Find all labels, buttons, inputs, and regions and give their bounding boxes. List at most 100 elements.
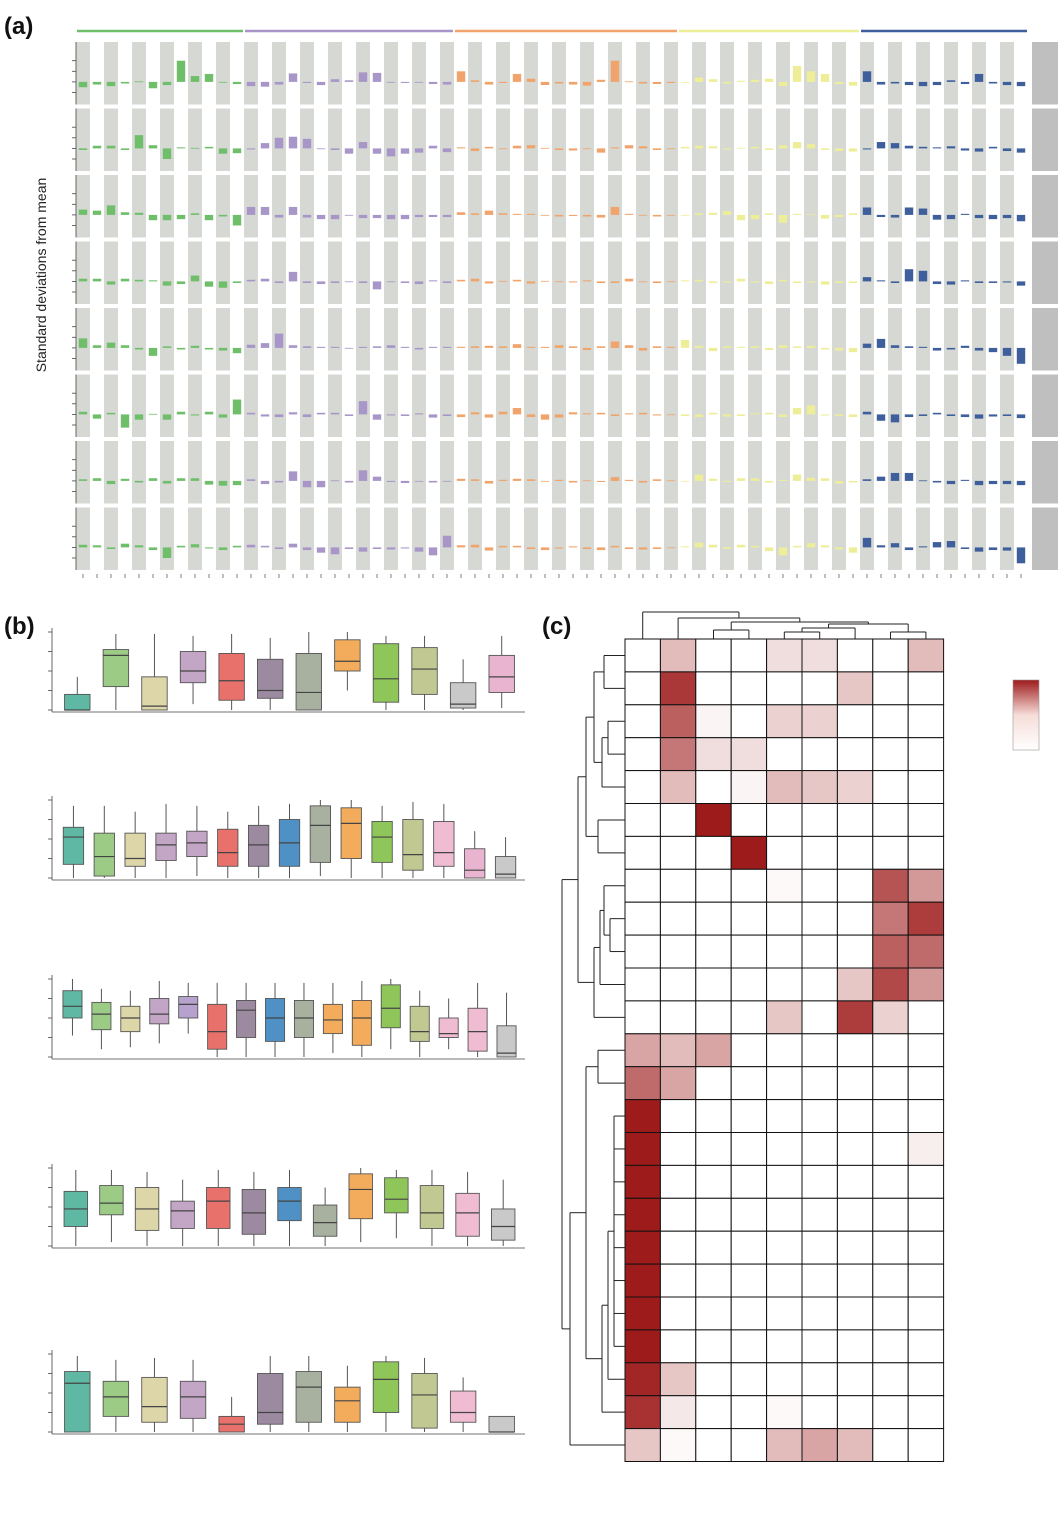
bar-BIP-TL-EX-1 <box>876 280 886 282</box>
bar-SCZ-FL-EX-1 <box>92 478 102 481</box>
facet-band <box>524 507 538 570</box>
facet-band <box>944 175 958 238</box>
facet-band <box>636 308 650 371</box>
facet-band <box>972 175 986 238</box>
facet-band <box>1000 108 1014 171</box>
bar-SCZ-FL-IN <box>134 480 144 483</box>
bar-SCZ-OL-MG <box>596 480 606 482</box>
bar-ANO-TL-IN-2 <box>946 146 956 149</box>
facet-band <box>776 507 790 570</box>
heat-cell-ELOVL1-HT-OLG-2 <box>695 737 732 772</box>
bar-MDD-TL-END <box>1016 347 1026 364</box>
bar-BIP-TL-END <box>1016 281 1026 286</box>
bar-BIP-HT-OPC-2 <box>400 281 410 283</box>
bar-MDD-OL-IN-2 <box>554 345 564 348</box>
bar-SCZ-HT-END-1 <box>414 480 424 482</box>
heat-cell-ST3GAL3-HT-OLG-1 <box>730 1362 768 1397</box>
box-HT-OPC-2 <box>402 819 424 871</box>
heat-cell-MPL-OL-OLG <box>836 803 874 837</box>
bar-ADHD-HT-IN-2 <box>316 81 326 86</box>
heat-cell-ST3GAL3-PL-OLG-2 <box>801 1362 838 1397</box>
heat-cell-SLC43A1-PL-OLG-1 <box>766 967 803 1002</box>
bar-SCZ-FL-MG-1 <box>148 478 158 481</box>
bar-ADHD-FL-EX-1 <box>92 81 102 85</box>
bar-ANO-PL-EX-1 <box>694 145 704 149</box>
bar-ASD-OL-OPC-2 <box>638 214 648 216</box>
bar-TS-FL-MG-1 <box>148 547 158 551</box>
heat-cell-UNC5D-HT-OLG-1 <box>730 1132 768 1166</box>
heat-cell-KIZ-FL-OLG-1 <box>659 1329 697 1364</box>
bar-BIP-FL-EX-1 <box>92 278 102 282</box>
heat-cell-LIMCH1-FL-OLG-1 <box>659 1033 697 1068</box>
heat-cell-CCDC24-OL-OLG <box>836 1197 874 1232</box>
facet-band <box>580 374 594 437</box>
facet-band <box>944 507 958 570</box>
box-PL-EX-4 <box>206 1187 231 1229</box>
bar-TS-FL-OLG-2 <box>190 544 200 548</box>
bar-ANO-PL-EX-2 <box>708 146 718 149</box>
box-OL-EX-2 <box>91 1001 112 1031</box>
bar-SCZ-OL-OPC-1 <box>624 479 634 481</box>
facet-band <box>1000 507 1014 570</box>
heat-cell-LIMCH1-PL-OLG-2 <box>801 1033 838 1068</box>
bar-ANO-TL-AST <box>862 148 872 150</box>
bar-ADHD-HT-AST-2 <box>260 81 270 87</box>
facet-band <box>160 42 174 105</box>
bar-BIP-PL-OPC-2 <box>834 281 844 283</box>
facet-band <box>832 241 846 304</box>
bar-TS-PL-IN-2 <box>764 547 774 552</box>
bar-MDD-OL-EX-6 <box>526 346 536 348</box>
box-PL-EX-3 <box>170 1200 195 1229</box>
heat-cell-CDC20-OL-EX-5 <box>872 835 909 870</box>
facet-band <box>356 175 370 238</box>
box-TL-OPC-2 <box>449 1390 477 1423</box>
bar-ADHD-HT-OLG-2 <box>372 72 382 82</box>
bar-BIP-FL-EX-3 <box>120 278 130 282</box>
facet-band <box>916 108 930 171</box>
bar-ANO-HT-AST-1 <box>246 148 256 150</box>
bar-SCZ-OL-IN-1 <box>540 480 550 482</box>
facet-band <box>692 42 706 105</box>
bar-BIP-PL-EX-3 <box>722 281 732 283</box>
box-TL-OLG <box>372 1361 400 1413</box>
heat-cell-PTPRF-OL-EX-5 <box>872 638 909 673</box>
bar-BIP-HT-END-1 <box>414 281 424 285</box>
bar-BIP-OL-IN-4 <box>582 280 592 282</box>
facet-band <box>860 441 874 504</box>
heat-cell-TIE1-HT-OLG-2 <box>695 1066 732 1101</box>
bar-ANO-HT-OLG-1 <box>358 142 368 149</box>
bar-OCD-TL-END <box>1016 414 1026 419</box>
panel-label-b: (b) <box>4 613 35 640</box>
heat-cell-MPL-OL-EX-5 <box>872 803 909 837</box>
facet-band <box>384 308 398 371</box>
bar-ANO-TL-EX-3 <box>904 145 914 149</box>
facet-strip-BIP <box>1032 241 1058 304</box>
bar-OCD-OL-UN <box>666 414 676 416</box>
facet-band <box>160 241 174 304</box>
bar-SCZ-HT-IN-2 <box>316 480 326 488</box>
heat-cell-HYI-PL-OLG-1 <box>766 1000 803 1035</box>
box-OL-OLG <box>380 984 401 1029</box>
bar-MDD-HT-AST-1 <box>246 344 256 348</box>
facet-band <box>804 241 818 304</box>
box-OL-MG <box>351 1000 372 1046</box>
facet-band <box>888 374 902 437</box>
facet-band <box>608 241 622 304</box>
bar-ANO-FL-AST <box>78 148 88 150</box>
bar-MDD-TL-OPC-1 <box>988 347 998 353</box>
box-FL-MG-2 <box>295 653 322 711</box>
bar-MDD-FL-EX-2 <box>106 342 116 348</box>
box-PL-END <box>490 1208 516 1241</box>
bar-TS-OL-EX-2 <box>470 544 480 548</box>
bar-ANO-OL-OPC-2 <box>638 146 648 149</box>
bar-ADHD-FL-UN <box>232 81 242 85</box>
heat-cell-C1orf210-HT-OLG-1 <box>730 671 768 706</box>
bar-ADHD-TL-IN-1 <box>932 81 942 86</box>
facet-band <box>524 374 538 437</box>
facet-band <box>328 175 342 238</box>
bar-TS-OL-MG <box>596 547 606 551</box>
bar-ANO-OL-MG <box>596 148 606 153</box>
bar-SCZ-OL-IN-2 <box>554 479 564 481</box>
facet-band <box>468 507 482 570</box>
facet-strip-ADHD <box>1032 42 1058 105</box>
